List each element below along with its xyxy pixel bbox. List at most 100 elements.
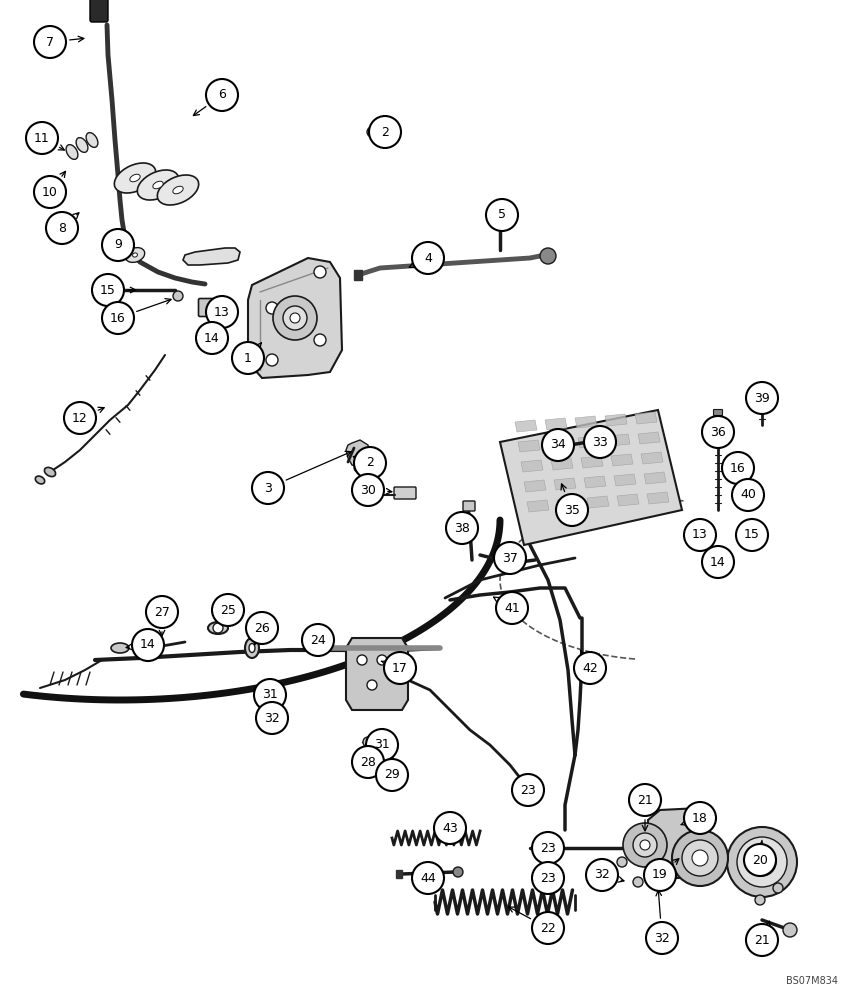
Text: 24: 24 xyxy=(310,634,325,647)
Polygon shape xyxy=(527,500,549,512)
Circle shape xyxy=(633,877,643,887)
Circle shape xyxy=(773,883,783,893)
Circle shape xyxy=(146,596,178,628)
Circle shape xyxy=(367,127,377,137)
Text: 21: 21 xyxy=(754,934,770,946)
Ellipse shape xyxy=(76,138,88,152)
Circle shape xyxy=(366,729,398,761)
Text: 9: 9 xyxy=(114,238,122,251)
Circle shape xyxy=(34,26,66,58)
Text: 13: 13 xyxy=(692,528,708,542)
Circle shape xyxy=(542,429,574,461)
Circle shape xyxy=(246,612,278,644)
Polygon shape xyxy=(548,438,570,450)
Circle shape xyxy=(742,487,758,503)
Ellipse shape xyxy=(153,181,164,189)
Circle shape xyxy=(206,296,238,328)
Circle shape xyxy=(446,512,478,544)
Circle shape xyxy=(434,812,466,844)
Text: 4: 4 xyxy=(424,251,432,264)
Text: 31: 31 xyxy=(374,738,390,752)
Circle shape xyxy=(532,862,564,894)
Text: 22: 22 xyxy=(540,922,556,934)
Text: 28: 28 xyxy=(360,756,376,768)
Circle shape xyxy=(290,313,300,323)
Ellipse shape xyxy=(66,145,78,159)
Text: 21: 21 xyxy=(637,794,653,806)
Circle shape xyxy=(574,652,606,684)
Text: 32: 32 xyxy=(594,868,610,882)
Circle shape xyxy=(722,452,754,484)
Circle shape xyxy=(46,212,78,244)
Text: 34: 34 xyxy=(550,438,566,452)
Circle shape xyxy=(532,912,564,944)
Circle shape xyxy=(274,696,282,704)
Text: 3: 3 xyxy=(264,482,272,494)
Circle shape xyxy=(746,526,758,538)
Polygon shape xyxy=(551,458,573,470)
Circle shape xyxy=(496,592,528,624)
Polygon shape xyxy=(647,492,669,504)
Text: 18: 18 xyxy=(692,812,708,824)
Circle shape xyxy=(744,844,776,876)
Circle shape xyxy=(486,199,518,231)
Polygon shape xyxy=(614,474,636,486)
Circle shape xyxy=(206,79,238,111)
Ellipse shape xyxy=(44,467,55,477)
Circle shape xyxy=(92,274,124,306)
Polygon shape xyxy=(644,472,666,484)
Polygon shape xyxy=(518,440,540,452)
Circle shape xyxy=(207,336,215,344)
Polygon shape xyxy=(346,638,408,710)
Text: 38: 38 xyxy=(454,522,470,534)
Circle shape xyxy=(525,787,531,793)
Circle shape xyxy=(196,322,228,354)
Polygon shape xyxy=(617,494,639,506)
Circle shape xyxy=(314,266,326,278)
Circle shape xyxy=(357,655,367,665)
FancyBboxPatch shape xyxy=(394,487,416,499)
Circle shape xyxy=(260,690,270,700)
Circle shape xyxy=(252,472,284,504)
Circle shape xyxy=(644,859,676,891)
Circle shape xyxy=(102,229,134,261)
Circle shape xyxy=(453,867,463,877)
FancyBboxPatch shape xyxy=(713,410,722,416)
Text: BS07M834: BS07M834 xyxy=(786,976,838,986)
Polygon shape xyxy=(515,420,537,432)
Text: 31: 31 xyxy=(262,688,278,702)
Text: 16: 16 xyxy=(730,462,746,475)
Text: 35: 35 xyxy=(564,504,580,516)
Text: 5: 5 xyxy=(498,209,506,222)
Polygon shape xyxy=(554,478,576,490)
Ellipse shape xyxy=(108,239,132,257)
Circle shape xyxy=(412,862,444,894)
Polygon shape xyxy=(524,480,546,492)
Circle shape xyxy=(354,464,362,472)
Circle shape xyxy=(383,753,393,763)
Polygon shape xyxy=(557,498,579,510)
Circle shape xyxy=(623,823,667,867)
Circle shape xyxy=(266,302,278,314)
Text: 17: 17 xyxy=(392,662,408,674)
Circle shape xyxy=(736,519,768,551)
Polygon shape xyxy=(587,496,609,508)
Text: 8: 8 xyxy=(58,222,66,234)
Ellipse shape xyxy=(245,638,259,658)
Text: 39: 39 xyxy=(754,391,770,404)
Text: 40: 40 xyxy=(740,488,756,502)
Circle shape xyxy=(672,830,728,886)
Circle shape xyxy=(646,922,678,954)
Polygon shape xyxy=(183,248,240,265)
Circle shape xyxy=(273,296,317,340)
Circle shape xyxy=(283,306,307,330)
Ellipse shape xyxy=(35,476,44,484)
Circle shape xyxy=(369,116,401,148)
Ellipse shape xyxy=(86,133,98,147)
Circle shape xyxy=(34,176,66,208)
Polygon shape xyxy=(611,454,633,466)
Circle shape xyxy=(64,402,96,434)
Circle shape xyxy=(354,447,386,479)
Circle shape xyxy=(540,248,556,264)
Circle shape xyxy=(494,542,526,574)
